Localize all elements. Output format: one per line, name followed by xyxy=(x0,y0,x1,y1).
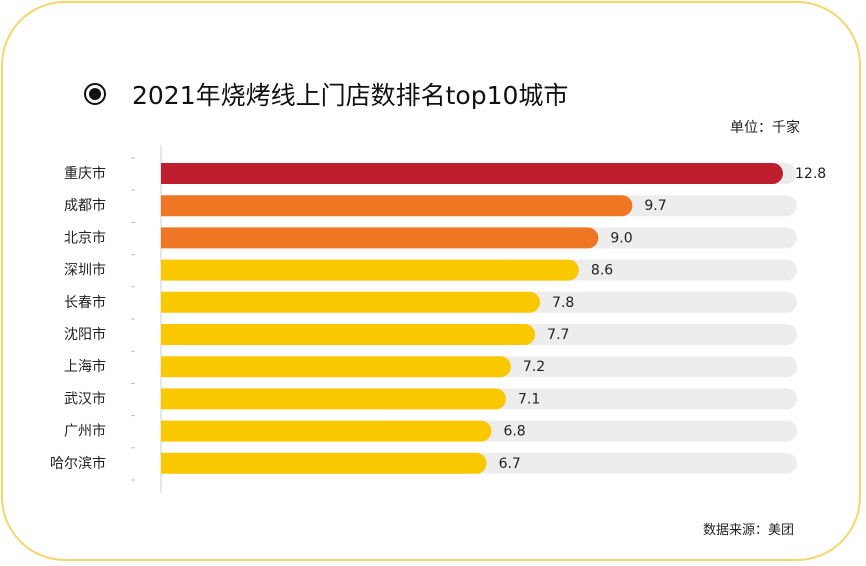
value-label: 9.7 xyxy=(644,198,666,214)
bar-2 xyxy=(161,195,633,217)
category-label: 哈尔滨市 xyxy=(50,455,106,472)
bar-7 xyxy=(161,356,511,378)
bar-layer xyxy=(161,163,783,474)
value-label: 7.7 xyxy=(547,327,569,343)
title-row: 2021年烧烤线上门店数排名top10城市 xyxy=(84,74,568,114)
radio-bullet-icon xyxy=(84,83,106,105)
label-layer: 重庆市 12.8 成都市 9.7 北京市 9.0 深圳市 8.6 长春市 7.8 沈阳市 7.7 上海市… xyxy=(50,165,826,472)
chart-title: 2021年烧烤线上门店数排名top10城市 xyxy=(132,81,569,110)
bar-3 xyxy=(161,227,599,249)
bar-9 xyxy=(161,420,492,442)
value-label: 12.8 xyxy=(795,166,826,182)
bar-10 xyxy=(161,452,487,474)
category-label: 沈阳市 xyxy=(64,326,106,343)
category-label: 成都市 xyxy=(64,197,106,214)
bar-5 xyxy=(161,291,541,313)
bar-1 xyxy=(161,163,783,184)
category-label: 武汉市 xyxy=(64,390,106,407)
axis-layer xyxy=(131,145,162,493)
category-label: 上海市 xyxy=(64,358,106,375)
category-label: 长春市 xyxy=(64,294,106,311)
source-label: 数据来源：美团 xyxy=(702,523,794,538)
category-label: 广州市 xyxy=(64,423,106,440)
category-label: 重庆市 xyxy=(64,165,106,182)
value-label: 6.7 xyxy=(499,456,521,472)
value-label: 7.1 xyxy=(518,391,540,407)
value-label: 7.2 xyxy=(523,359,545,375)
category-label: 北京市 xyxy=(64,229,106,246)
value-label: 8.6 xyxy=(591,263,613,279)
value-label: 6.8 xyxy=(503,424,525,440)
bar-4 xyxy=(161,259,579,281)
bar-8 xyxy=(161,388,507,410)
value-label: 7.8 xyxy=(552,295,574,311)
category-label: 深圳市 xyxy=(64,262,106,279)
unit-label: 单位：千家 xyxy=(730,120,800,136)
bar-6 xyxy=(161,324,536,345)
value-label: 9.0 xyxy=(610,230,632,246)
